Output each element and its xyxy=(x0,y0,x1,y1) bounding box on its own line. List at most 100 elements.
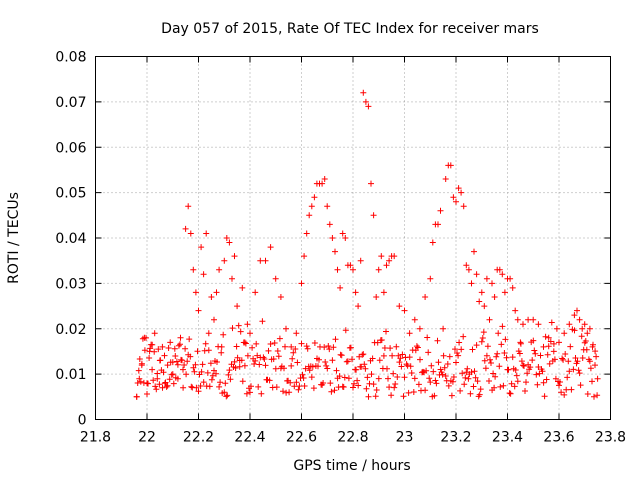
data-point xyxy=(570,366,577,373)
data-point xyxy=(354,377,361,384)
grid-lines xyxy=(95,56,611,420)
chart-title: Day 057 of 2015, Rate Of TEC Index for r… xyxy=(161,21,539,37)
data-point xyxy=(584,330,591,337)
data-point xyxy=(488,360,494,366)
y-tick-label: 0.04 xyxy=(55,231,86,247)
data-point xyxy=(463,369,470,376)
data-point xyxy=(179,357,185,364)
data-point xyxy=(146,348,153,355)
y-tick-label: 0.02 xyxy=(55,322,86,338)
data-point xyxy=(272,365,279,372)
data-point xyxy=(530,316,537,323)
data-point xyxy=(463,262,470,269)
data-point xyxy=(351,380,357,387)
data-point xyxy=(406,354,413,361)
data-point xyxy=(541,393,548,400)
data-point xyxy=(433,380,440,387)
data-point xyxy=(440,325,447,332)
data-point xyxy=(581,321,588,328)
data-point xyxy=(296,383,303,390)
data-point xyxy=(408,370,415,376)
data-point xyxy=(560,356,567,363)
data-point xyxy=(355,382,362,389)
data-point xyxy=(589,378,595,385)
data-point xyxy=(193,384,200,391)
data-point xyxy=(192,289,199,296)
data-point xyxy=(388,392,395,399)
data-point xyxy=(496,363,503,370)
data-point xyxy=(380,289,387,296)
data-point xyxy=(242,340,249,347)
data-point xyxy=(500,382,507,389)
data-point xyxy=(572,355,579,361)
data-point xyxy=(430,368,437,375)
data-point xyxy=(173,358,180,365)
data-point xyxy=(461,381,468,388)
data-point xyxy=(368,180,374,187)
data-point xyxy=(487,356,493,363)
data-point xyxy=(539,368,546,375)
data-point xyxy=(223,235,230,241)
data-point xyxy=(188,383,195,390)
data-point xyxy=(471,368,478,375)
data-point xyxy=(413,343,420,350)
data-point xyxy=(531,347,538,354)
data-point xyxy=(292,346,299,352)
data-point xyxy=(319,180,326,187)
data-point xyxy=(208,376,215,383)
data-point xyxy=(556,382,562,389)
data-point xyxy=(359,351,366,358)
data-point xyxy=(298,340,305,347)
data-point xyxy=(276,335,283,342)
data-point xyxy=(374,339,381,346)
data-point xyxy=(387,345,394,352)
data-point xyxy=(271,340,278,346)
data-point xyxy=(300,375,307,381)
data-point xyxy=(373,294,380,300)
data-point xyxy=(473,271,480,278)
data-point xyxy=(397,355,404,362)
data-point xyxy=(160,369,167,376)
x-tick-label: 23 xyxy=(396,430,414,446)
data-point xyxy=(517,339,524,346)
data-point xyxy=(501,350,508,356)
data-point xyxy=(325,343,332,349)
data-point xyxy=(186,336,193,343)
data-point xyxy=(471,248,477,255)
data-point xyxy=(294,359,301,366)
data-point xyxy=(204,369,211,376)
data-point xyxy=(229,325,236,332)
data-point xyxy=(267,341,274,347)
data-point xyxy=(231,253,238,260)
data-point xyxy=(583,346,590,353)
data-point xyxy=(235,322,242,329)
data-point xyxy=(448,392,455,399)
data-point xyxy=(577,382,584,389)
data-point xyxy=(361,361,368,368)
data-point xyxy=(283,325,289,332)
data-point xyxy=(399,351,406,358)
data-point xyxy=(586,325,593,332)
data-point xyxy=(234,303,241,310)
data-point xyxy=(384,365,390,372)
data-point xyxy=(241,362,248,369)
data-point xyxy=(574,307,580,314)
data-point xyxy=(525,316,532,323)
y-tick-label: 0.06 xyxy=(55,140,86,156)
data-point xyxy=(187,230,194,237)
data-point xyxy=(481,303,488,310)
data-point xyxy=(493,353,500,360)
data-point xyxy=(138,362,145,369)
data-point xyxy=(445,382,452,389)
data-point xyxy=(363,385,370,392)
data-point xyxy=(161,352,168,359)
data-point xyxy=(247,330,253,337)
data-point xyxy=(422,294,429,300)
data-point xyxy=(450,194,457,201)
data-point xyxy=(370,381,377,388)
data-point xyxy=(450,374,457,380)
data-point xyxy=(465,266,472,273)
data-point xyxy=(393,343,400,350)
data-point xyxy=(389,352,396,359)
data-point xyxy=(290,349,297,356)
